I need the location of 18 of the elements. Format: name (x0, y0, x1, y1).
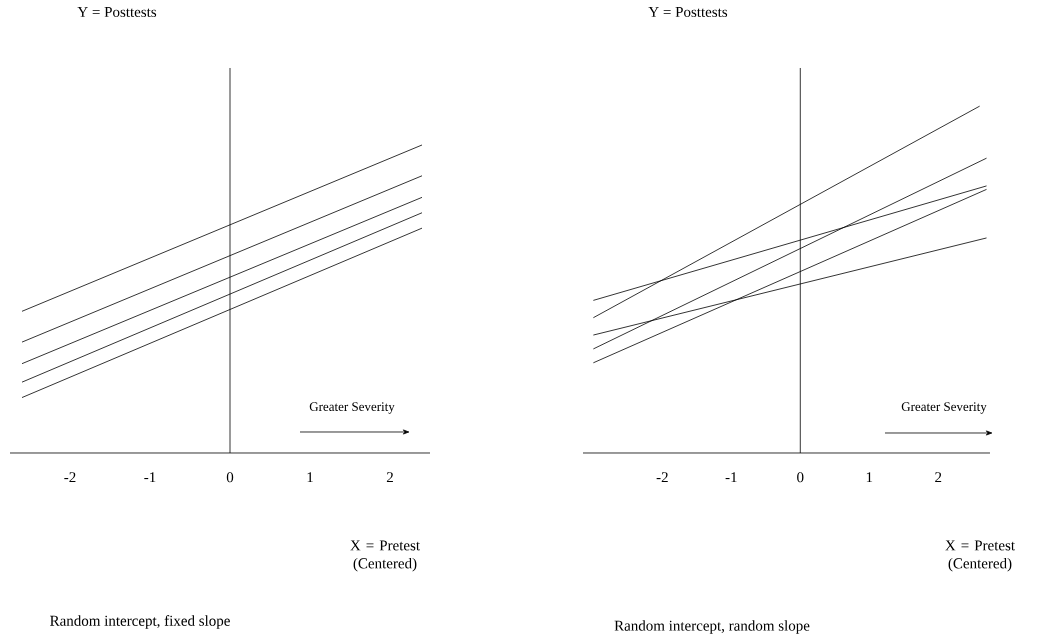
x-tick-label: -1 (144, 472, 156, 483)
x-tick-label: -2 (656, 472, 668, 483)
x-tick-label: 0 (226, 472, 234, 483)
x-tick-label: -2 (64, 472, 76, 483)
chart-title: Y = Posttests (648, 7, 728, 17)
annotation: Greater Severity (901, 402, 987, 414)
x-tick-label: 2 (386, 472, 393, 483)
text: Random intercept, random slope (614, 620, 810, 634)
x-tick-label: 1 (866, 472, 873, 483)
x-tick-label: 2 (935, 472, 942, 483)
text: Random intercept, fixed slope (50, 615, 230, 629)
x-tick-label: 0 (797, 472, 804, 483)
x-tick-label: -1 (725, 472, 737, 483)
x-tick-label: 1 (307, 472, 313, 483)
x-axis-title: X = Pretest (Centered) (350, 540, 420, 572)
annotation: Greater Severity (309, 402, 395, 414)
chart-title: Y = Posttests (77, 7, 157, 17)
x-axis-title: X = Pretest (Centered) (945, 540, 1015, 572)
